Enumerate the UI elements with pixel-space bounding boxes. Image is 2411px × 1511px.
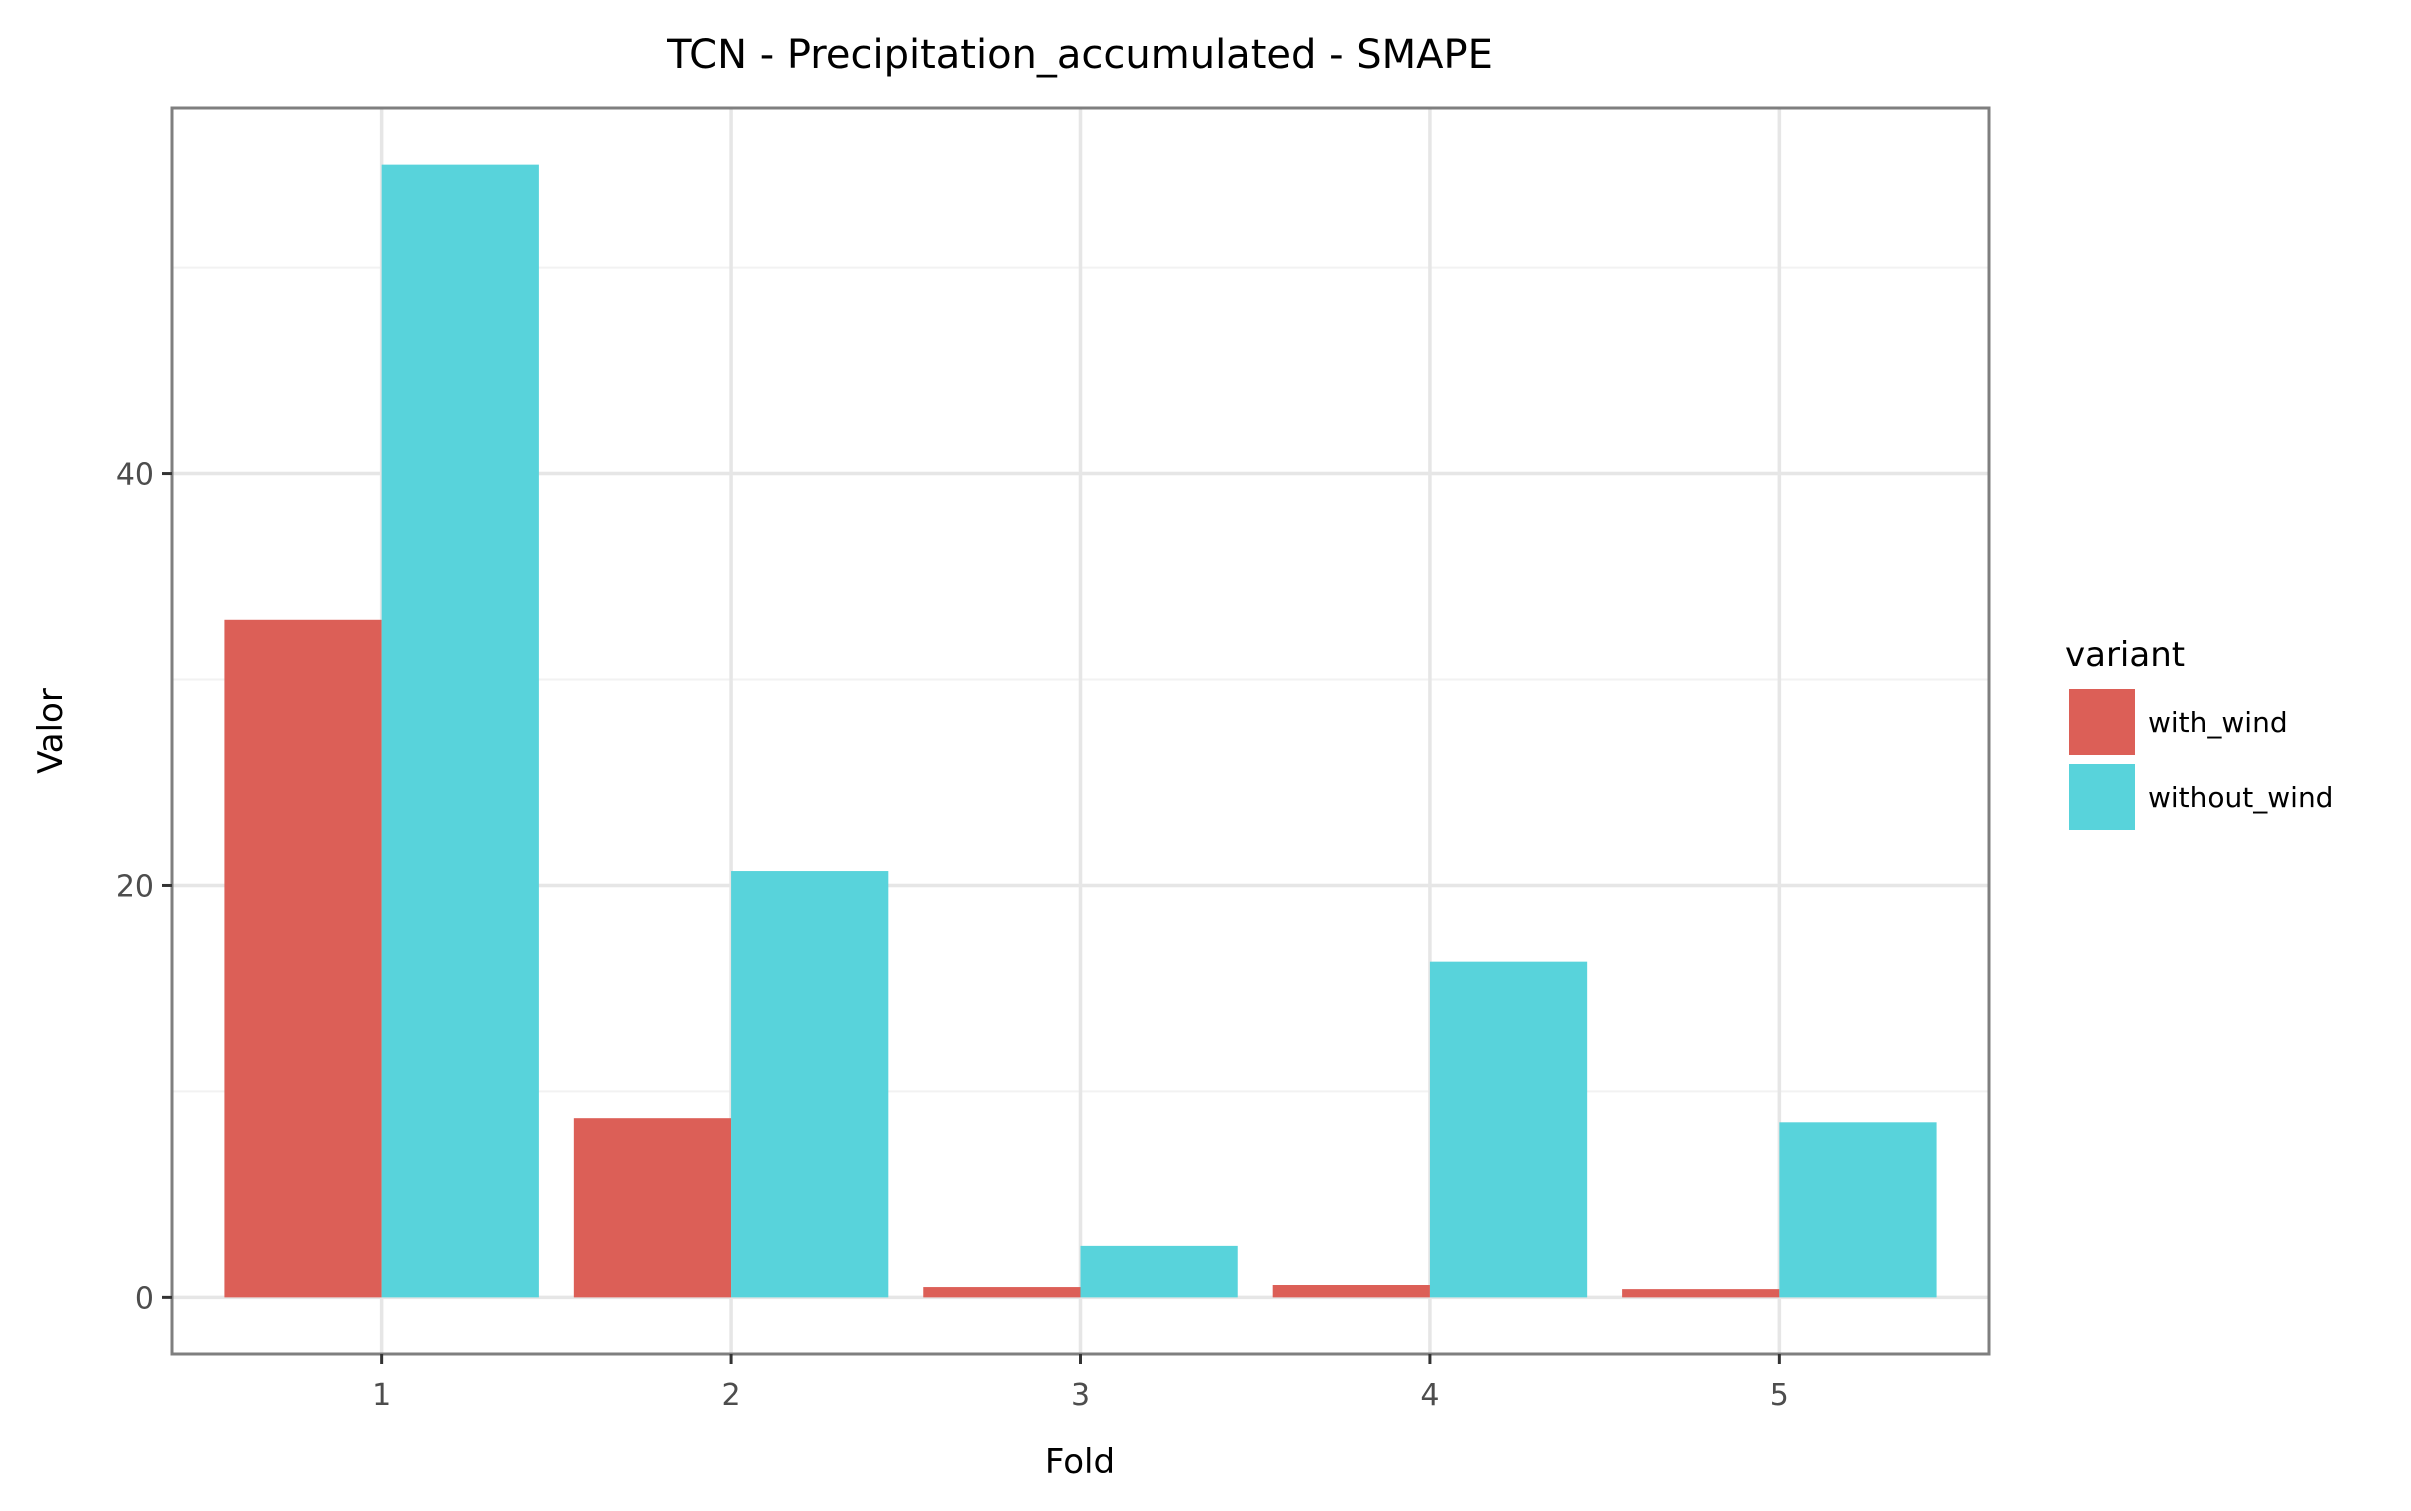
legend: variant with_wind without_wind xyxy=(2065,635,2333,830)
legend-key-with_wind xyxy=(2069,689,2135,755)
legend-label-without_wind: without_wind xyxy=(2148,781,2333,814)
chart-title: TCN - Precipitation_accumulated - SMAPE xyxy=(666,32,1493,78)
legend-key-without_wind xyxy=(2069,764,2135,830)
x-tick-label: 2 xyxy=(722,1378,741,1413)
bars xyxy=(224,164,1937,1298)
bar-without_wind-fold-4 xyxy=(1429,961,1588,1298)
x-tick-label: 4 xyxy=(1420,1378,1439,1413)
bar-without_wind-fold-2 xyxy=(731,871,889,1298)
legend-title: variant xyxy=(2065,635,2185,675)
axes: 0 20 40 1 2 3 4 5 xyxy=(116,458,1789,1413)
bar-with_wind-fold-5 xyxy=(1622,1289,1780,1298)
x-tick-label: 1 xyxy=(372,1378,391,1413)
y-tick-label: 20 xyxy=(116,869,154,904)
y-tick-label: 40 xyxy=(116,458,154,493)
bar-without_wind-fold-3 xyxy=(1080,1245,1238,1298)
bar-with_wind-fold-4 xyxy=(1272,1285,1430,1298)
y-axis-title: Valor xyxy=(31,688,71,774)
bar-with_wind-fold-1 xyxy=(224,619,382,1298)
x-tick-label: 3 xyxy=(1071,1378,1090,1413)
legend-label-with_wind: with_wind xyxy=(2148,706,2288,739)
bar-with_wind-fold-2 xyxy=(573,1118,732,1298)
x-tick-label: 5 xyxy=(1770,1378,1789,1413)
bar-with_wind-fold-3 xyxy=(923,1287,1081,1298)
bar-without_wind-fold-1 xyxy=(381,164,539,1298)
bar-without_wind-fold-5 xyxy=(1779,1122,1937,1298)
y-tick-label: 0 xyxy=(135,1281,154,1316)
legend-items: with_wind without_wind xyxy=(2069,689,2333,830)
x-axis-title: Fold xyxy=(1045,1442,1115,1482)
